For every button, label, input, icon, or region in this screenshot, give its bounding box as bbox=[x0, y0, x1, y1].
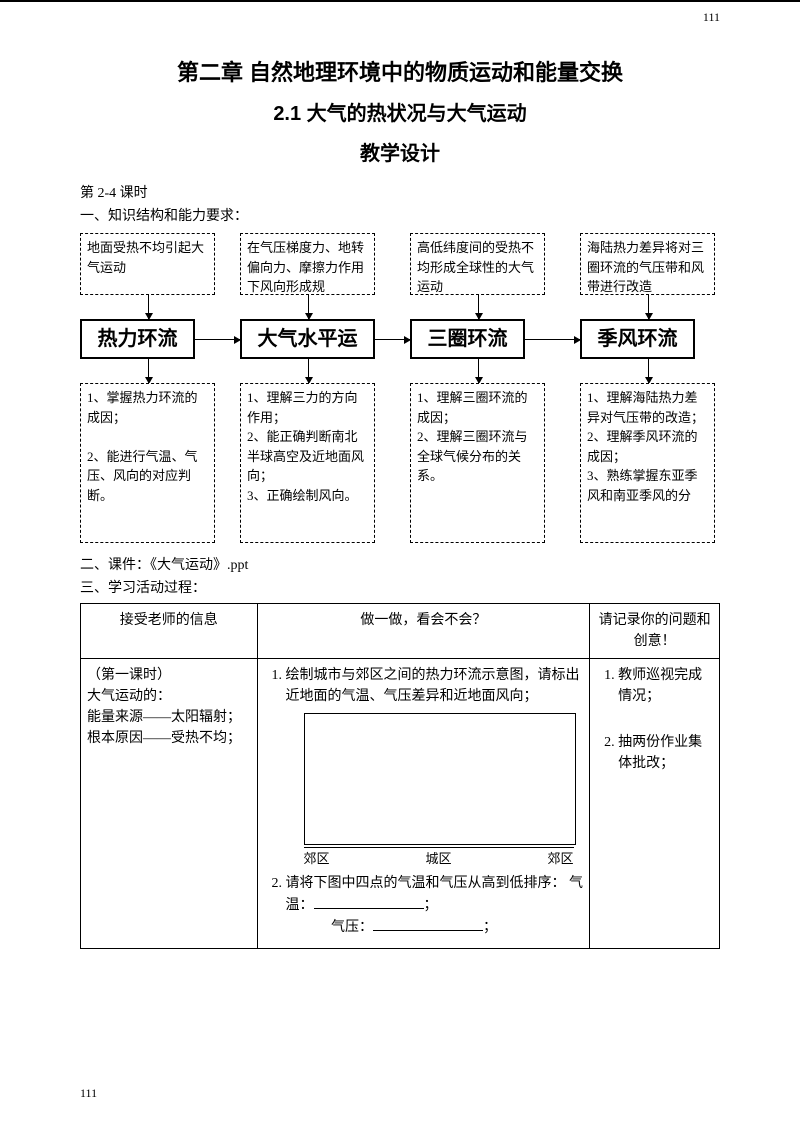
col1-line: 大气运动的： bbox=[87, 686, 251, 707]
table-header: 请记录你的问题和创意！ bbox=[590, 604, 720, 659]
col3-cell: 教师巡视完成情况； 抽两份作业集体批改； bbox=[590, 659, 720, 949]
col2-cell: 绘制城市与郊区之间的热力环流示意图，请标出近地面的气温、气压差异和近地面风向； … bbox=[257, 659, 590, 949]
flow-mid-box: 大气水平运 bbox=[240, 319, 375, 359]
col1-line: 能量来源——太阳辐射； bbox=[87, 707, 251, 728]
legend-label: 城区 bbox=[426, 849, 452, 869]
flow-top-box: 在气压梯度力、地转偏向力、摩擦力作用下风向形成规 bbox=[240, 233, 375, 295]
semicolon: ； bbox=[483, 920, 497, 935]
col2-item1: 绘制城市与郊区之间的热力环流示意图，请标出近地面的气温、气压差异和近地面风向； … bbox=[286, 665, 584, 869]
page-number-bottom: 111 bbox=[80, 1084, 97, 1102]
heading-2: 二、课件：《大气运动》.ppt bbox=[80, 555, 720, 576]
arrow-down-icon bbox=[648, 295, 649, 319]
arrow-right-icon bbox=[525, 339, 580, 340]
arrow-down-icon bbox=[148, 295, 149, 319]
arrow-down-icon bbox=[478, 359, 479, 383]
page-number-top: 111 bbox=[703, 8, 720, 26]
heading-3: 三、学习活动过程： bbox=[80, 578, 720, 599]
col3-item: 抽两份作业集体批改； bbox=[618, 732, 713, 774]
blank-line bbox=[314, 894, 424, 909]
col2-item2: 请将下图中四点的气温和气压从高到低排序： 气温：； 排序： 气压：； bbox=[286, 873, 584, 938]
activity-table: 接受老师的信息 做一做，看会不会？ 请记录你的问题和创意！ （第一课时） 大气运… bbox=[80, 603, 720, 949]
design-title: 教学设计 bbox=[80, 139, 720, 169]
arrow-down-icon bbox=[478, 295, 479, 319]
table-header: 做一做，看会不会？ bbox=[257, 604, 590, 659]
arrow-right-icon bbox=[195, 339, 240, 340]
arrow-down-icon bbox=[648, 359, 649, 383]
flow-bottom-box: 1、掌握热力环流的成因； 2、能进行气温、气压、风向的对应判断。 bbox=[80, 383, 215, 543]
col1-line: （第一课时） bbox=[87, 665, 251, 686]
page: 111 第二章 自然地理环境中的物质运动和能量交换 2.1 大气的热状况与大气运… bbox=[0, 0, 800, 1132]
flow-top-box: 高低纬度间的受热不均形成全球性的大气运动 bbox=[410, 233, 545, 295]
col1-cell: （第一课时） 大气运动的： 能量来源——太阳辐射； 根本原因——受热不均； bbox=[81, 659, 258, 949]
semicolon: ； bbox=[424, 898, 438, 913]
arrow-right-icon bbox=[375, 339, 410, 340]
flow-bottom-box: 1、理解三力的方向作用； 2、能正确判断南北半球高空及近地面风向； 3、正确绘制… bbox=[240, 383, 375, 543]
arrow-down-icon bbox=[308, 295, 309, 319]
col2-item1-text: 绘制城市与郊区之间的热力环流示意图，请标出近地面的气温、气压差异和近地面风向； bbox=[286, 668, 580, 704]
chapter-title: 第二章 自然地理环境中的物质运动和能量交换 bbox=[80, 56, 720, 89]
flow-bottom-box: 1、理解海陆热力差异对气压带的改造； 2、理解季风环流的成因； 3、熟练掌握东亚… bbox=[580, 383, 715, 543]
col1-line: 根本原因——受热不均； bbox=[87, 728, 251, 749]
lesson-period: 第 2-4 课时 bbox=[80, 183, 720, 204]
legend-label: 郊区 bbox=[304, 849, 330, 869]
flow-mid-box: 热力环流 bbox=[80, 319, 195, 359]
blank-diagram-box bbox=[304, 713, 576, 845]
flow-mid-box: 季风环流 bbox=[580, 319, 695, 359]
flow-top-box: 海陆热力差异将对三圈环流的气压带和风带进行改造 bbox=[580, 233, 715, 295]
section-title: 2.1 大气的热状况与大气运动 bbox=[80, 99, 720, 129]
legend-label: 郊区 bbox=[548, 849, 574, 869]
flow-top-box: 地面受热不均引起大气运动 bbox=[80, 233, 215, 295]
flow-mid-box: 三圈环流 bbox=[410, 319, 525, 359]
table-header-row: 接受老师的信息 做一做，看会不会？ 请记录你的问题和创意！ bbox=[81, 604, 720, 659]
heading-1: 一、知识结构和能力要求： bbox=[80, 206, 720, 227]
blank-line bbox=[373, 916, 483, 931]
col3-item: 教师巡视完成情况； bbox=[618, 665, 713, 707]
arrow-down-icon bbox=[148, 359, 149, 383]
col2-item2-pre: 请将下图中四点的气温和气压从高到低排序： bbox=[286, 876, 566, 891]
legend-line: 郊区 城区 郊区 bbox=[304, 847, 574, 869]
table-header: 接受老师的信息 bbox=[81, 604, 258, 659]
flowchart: 地面受热不均引起大气运动在气压梯度力、地转偏向力、摩擦力作用下风向形成规高低纬度… bbox=[80, 233, 720, 553]
flow-bottom-box: 1、理解三圈环流的成因； 2、理解三圈环流与全球气候分布的关系。 bbox=[410, 383, 545, 543]
table-row: （第一课时） 大气运动的： 能量来源——太阳辐射； 根本原因——受热不均； 绘制… bbox=[81, 659, 720, 949]
arrow-down-icon bbox=[308, 359, 309, 383]
pressure-label: 气压： bbox=[331, 920, 373, 935]
